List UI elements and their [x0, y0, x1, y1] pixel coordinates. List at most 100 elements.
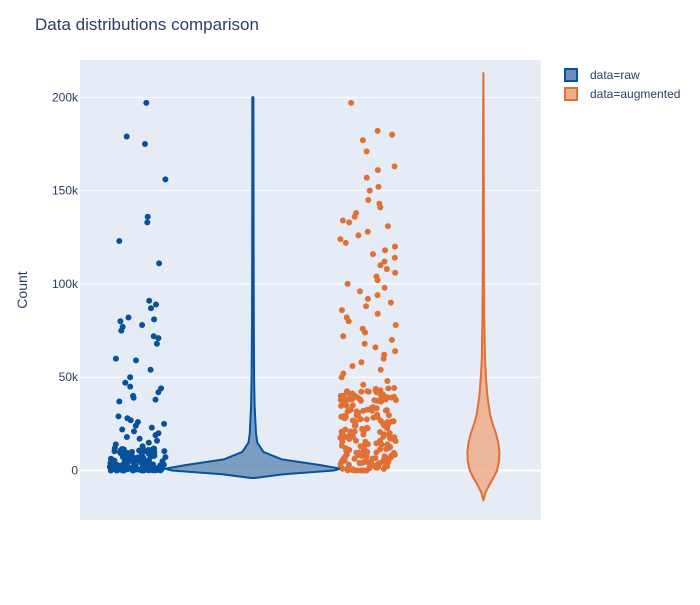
data-point [374, 127, 381, 134]
data-point [366, 464, 373, 471]
data-point [366, 459, 373, 466]
series-augmented [337, 72, 501, 502]
data-point [351, 213, 358, 220]
data-point [138, 459, 145, 466]
data-point [338, 307, 345, 314]
data-point [161, 420, 168, 427]
data-point [109, 464, 116, 471]
data-point [144, 213, 151, 220]
data-point [350, 433, 356, 440]
data-point [382, 247, 389, 254]
data-point [358, 388, 365, 395]
data-point [115, 466, 122, 473]
data-point [157, 467, 164, 474]
data-point [365, 197, 372, 203]
data-point [125, 314, 132, 321]
data-point [362, 329, 368, 336]
data-point [124, 459, 131, 466]
data-point [144, 219, 151, 226]
chart-title: Data distributions comparison [35, 15, 259, 34]
data-point [386, 435, 393, 442]
data-point [139, 467, 146, 474]
data-point [381, 258, 388, 265]
data-point [134, 454, 141, 461]
data-point [139, 322, 146, 328]
data-point [363, 174, 370, 181]
data-point [384, 223, 391, 230]
data-point [385, 412, 392, 419]
data-point [385, 385, 392, 392]
data-point [380, 355, 387, 362]
data-point [360, 407, 367, 414]
data-point [143, 99, 150, 106]
data-point [339, 217, 346, 224]
data-point [388, 394, 395, 401]
data-point [349, 390, 356, 397]
data-point [364, 441, 371, 448]
data-point [387, 444, 394, 450]
data-point [374, 292, 381, 299]
data-point [354, 467, 361, 474]
data-point [146, 297, 153, 304]
data-point [111, 448, 118, 455]
data-point [151, 316, 158, 323]
legend-label: data=augmented [590, 87, 680, 101]
data-point [355, 232, 362, 239]
data-point [343, 402, 350, 409]
data-point [130, 394, 137, 401]
data-point [375, 183, 382, 190]
data-point [151, 445, 158, 452]
data-point [155, 335, 162, 342]
data-point [391, 385, 398, 391]
data-point [360, 381, 367, 388]
data-point [349, 402, 356, 409]
data-point [363, 148, 370, 155]
data-point [343, 451, 350, 458]
data-point [348, 99, 355, 106]
data-point [133, 357, 139, 364]
data-point [116, 238, 123, 244]
data-point [344, 388, 350, 395]
data-point [366, 187, 373, 194]
data-point [373, 464, 379, 471]
data-point [145, 439, 152, 446]
data-point [127, 374, 134, 381]
data-point [391, 254, 398, 261]
data-point [391, 163, 398, 170]
data-point [122, 379, 129, 386]
data-point [112, 355, 119, 362]
data-point [361, 340, 368, 347]
data-point [142, 141, 148, 147]
data-point [364, 228, 371, 235]
data-point [340, 413, 347, 420]
data-point [377, 437, 384, 444]
data-point [378, 398, 384, 405]
data-point [117, 449, 124, 456]
y-axis-ticks: 0 50k 100k 150k 200k [52, 90, 79, 477]
data-point [380, 433, 387, 440]
y-tick-label: 0 [71, 464, 78, 478]
data-point [381, 284, 388, 291]
data-point [150, 333, 157, 340]
data-point [374, 167, 381, 174]
data-point [337, 236, 344, 243]
data-point [383, 266, 390, 272]
data-point [386, 430, 393, 437]
data-point [388, 336, 395, 343]
data-point [342, 239, 349, 246]
data-point [115, 413, 122, 420]
data-point [155, 389, 162, 396]
data-point [381, 464, 388, 471]
data-point [370, 414, 377, 421]
data-point [136, 435, 143, 442]
data-point [345, 318, 352, 325]
data-point [356, 459, 363, 466]
data-point [123, 133, 130, 140]
data-point [349, 417, 356, 424]
data-point [363, 416, 370, 423]
data-point [140, 454, 147, 461]
data-point [161, 448, 168, 455]
data-point [393, 397, 399, 403]
data-point [162, 454, 169, 461]
data-point [349, 467, 356, 474]
